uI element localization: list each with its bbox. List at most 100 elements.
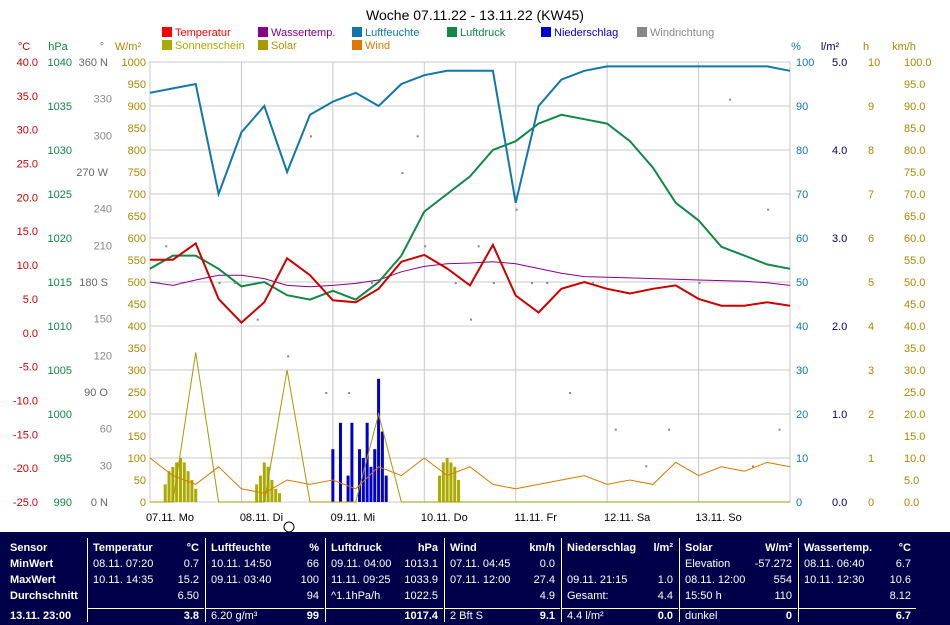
sunshine-bar	[445, 458, 449, 502]
table-cell-wasser-r2-value: 10.6	[889, 574, 911, 586]
tick-label-sonne: 3	[868, 365, 874, 377]
tick-label-wind: 80.0	[904, 145, 925, 157]
table-header-wind: Wind	[450, 542, 477, 554]
table-cell-wasser-r1-label: 08.11. 06:40	[804, 558, 865, 570]
table-cell-feuchte-r3-value: 94	[306, 590, 319, 602]
precipitation-bar	[331, 449, 335, 502]
wind-direction-dot	[348, 392, 351, 394]
tick-label-druck: 995	[54, 453, 72, 465]
table-cell-druck-r2-label: 11.11. 09:25	[331, 574, 391, 586]
series-line-solar	[150, 352, 790, 503]
tick-label-dir-extra: 150	[94, 314, 112, 326]
tick-label-feuchte: 50	[796, 277, 808, 289]
tick-label-solar: 100	[128, 453, 146, 465]
table-cell-regen-r3-label: Gesamt:	[567, 590, 609, 602]
table-cell-druck-r3-value: 1022.5	[404, 590, 438, 602]
tick-label-sonne: 0	[868, 497, 874, 509]
axis-unit-dir: °	[100, 41, 104, 53]
legend-label: Solar	[271, 40, 297, 52]
sunshine-bar	[270, 480, 274, 502]
sunshine-bar	[278, 493, 282, 502]
sunshine-bar	[175, 462, 179, 502]
tick-label-druck: 1040	[48, 57, 72, 69]
wind-direction-dot	[614, 428, 617, 431]
row-label-min: MinWert	[10, 558, 54, 570]
legend-swatch	[162, 40, 172, 50]
wind-direction-dot	[645, 465, 648, 468]
table-cell-temp-r1-label: 08.11. 07:20	[93, 558, 154, 570]
row-label-max: MaxWert	[10, 574, 56, 586]
series-line-temperatur	[150, 241, 791, 324]
tick-label-regen: 3.0	[832, 233, 847, 245]
legend-swatch	[447, 27, 457, 37]
table-cell-regen-r2-label: 09.11. 21:15	[567, 574, 628, 586]
tick-label-temp: 25.0	[17, 159, 38, 171]
tick-label-wind: 100.0	[904, 57, 932, 69]
sensor-header: Sensor	[10, 542, 48, 554]
table-cell-regen-r3-value: 4.4	[657, 590, 673, 602]
tick-label-wind: 40.0	[904, 321, 925, 333]
table-unit-wind: km/h	[529, 542, 555, 554]
tick-label-temp: -25.0	[13, 497, 38, 509]
chart-wind-direction-dots	[157, 98, 781, 468]
table-cell-solar-r1-value: -57.272	[754, 558, 792, 570]
tick-label-sonne: 1	[868, 453, 874, 465]
table-cell-temp-r2-label: 10.11. 14:35	[93, 574, 154, 586]
axis-unit-sonne: h	[863, 41, 869, 53]
tick-label-solar: 350	[128, 343, 146, 355]
wind-direction-dot	[165, 245, 168, 248]
tick-label-dir-extra: 60	[100, 424, 112, 436]
table-unit-solar: W/m²	[765, 542, 792, 554]
tick-label-dir-extra: 330	[94, 94, 112, 106]
tick-label-dir-extra: 30	[100, 460, 112, 472]
table-unit-wasser: °C	[898, 542, 911, 554]
tick-label-solar: 200	[128, 409, 146, 421]
tick-label-wind: 55.0	[904, 255, 925, 267]
table-cell-wind-r2-value: 27.4	[533, 574, 555, 586]
tick-label-solar: 400	[128, 321, 146, 333]
series-line-wassertemp	[149, 261, 791, 288]
axis-unit-druck: hPa	[48, 41, 68, 53]
sunshine-bar	[449, 462, 453, 502]
legend-label: Temperatur	[175, 27, 231, 39]
tick-label-wind: 45.0	[904, 299, 925, 311]
x-tick-label: 09.11. Mi	[331, 512, 375, 524]
tick-label-solar: 800	[128, 145, 146, 157]
tick-label-druck: 1010	[48, 321, 72, 333]
table-separator	[562, 608, 678, 609]
sunshine-bar	[266, 466, 270, 502]
tick-label-wind: 10.0	[904, 453, 925, 465]
tick-label-solar: 900	[128, 101, 146, 113]
sunshine-bar	[186, 471, 190, 502]
wind-direction-dot	[401, 172, 404, 174]
tick-label-temp: -20.0	[13, 463, 38, 475]
tick-label-druck: 1025	[48, 189, 72, 201]
tick-label-solar: 500	[128, 277, 146, 289]
tick-label-temp: 15.0	[17, 226, 38, 238]
tick-label-wind: 70.0	[904, 189, 925, 201]
sunshine-bar	[167, 471, 171, 502]
tick-label-druck: 1005	[48, 365, 72, 377]
tick-label-druck: 1015	[48, 277, 72, 289]
tick-label-wind: 65.0	[904, 211, 925, 223]
tick-label-druck: 990	[54, 497, 72, 509]
wind-direction-dot	[778, 428, 781, 431]
tick-label-dir-extra: 240	[94, 204, 112, 216]
sunshine-bar	[255, 484, 259, 502]
precipitation-bar	[338, 422, 342, 502]
tick-label-feuchte: 40	[796, 321, 808, 333]
table-cell-druck-r1-label: 09.11. 04:00	[331, 558, 392, 570]
table-cell-temp-r3-value: 6.50	[177, 590, 199, 602]
series-line-luftdruck	[149, 113, 791, 301]
series-line-wind	[149, 457, 791, 494]
table-col-wind: Wind km/h 07.11. 04:45 0.0 07.11. 12:00 27.4 4…	[444, 538, 560, 622]
table-cell-wind-r1-label: 07.11. 04:45	[450, 558, 511, 570]
legend-swatch	[162, 27, 172, 37]
tick-label-dir: 270 W	[76, 167, 108, 179]
table-cell-solar-r4-value: 0	[785, 610, 792, 622]
tick-label-temp: 0.0	[23, 328, 38, 340]
table-cell-feuchte-r1-label: 10.11. 14:50	[211, 558, 272, 570]
wind-direction-dot	[256, 318, 259, 321]
table-col-sensor: Sensor MinWert MaxWert Durchschnitt 13.1…	[5, 538, 85, 622]
wind-direction-dot	[546, 282, 549, 284]
